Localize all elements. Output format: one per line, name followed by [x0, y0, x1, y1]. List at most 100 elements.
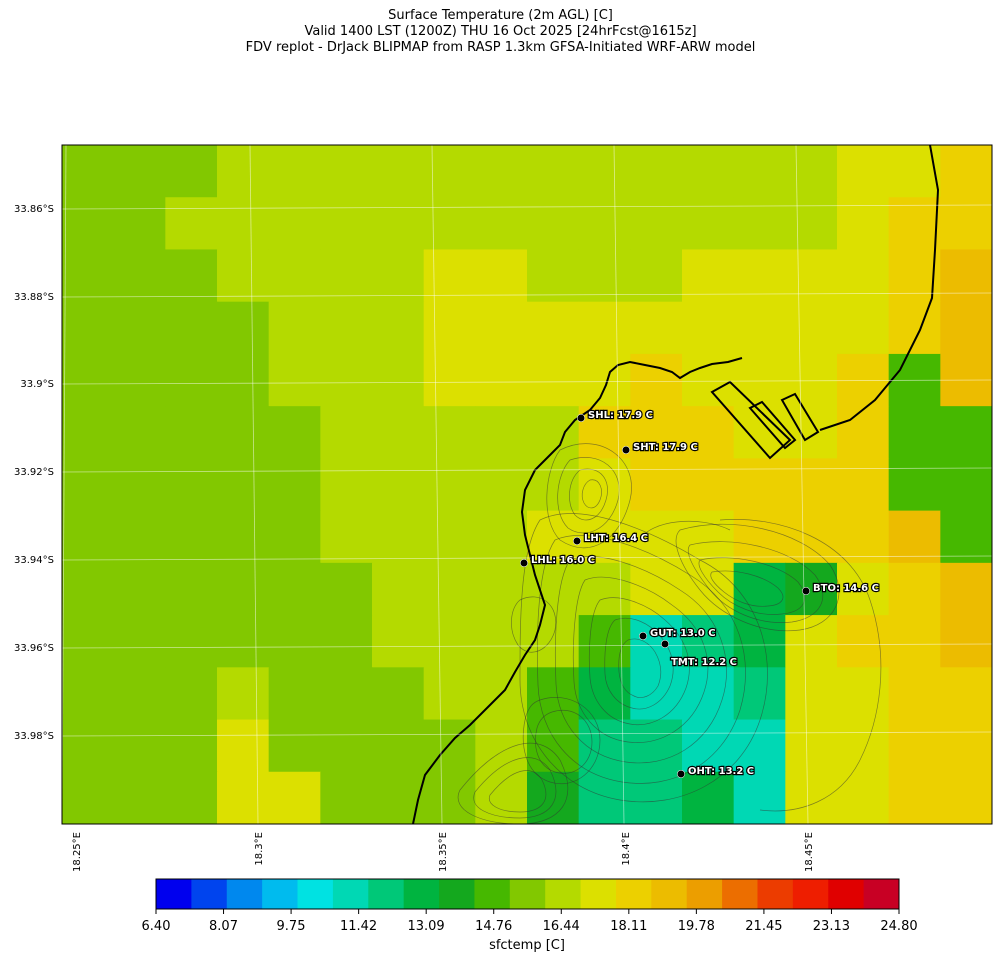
station-markers: SHL: 17.9 C SHT: 17.9 C LHT: 16.4 C LHL:…: [520, 409, 880, 778]
colorbar-tick-label: 9.75: [277, 919, 306, 934]
lat-label: 33.92°S: [14, 467, 54, 478]
temperature-cell: [785, 771, 838, 824]
temperature-cell: [320, 301, 373, 355]
temperature-cell: [268, 353, 321, 407]
temperature-cell: [527, 353, 580, 407]
temperature-cell: [423, 458, 476, 512]
temperature-cell: [527, 667, 580, 721]
temperature-cell: [423, 353, 476, 407]
temperature-cell: [372, 249, 425, 303]
station-tmt[interactable]: TMT: 12.2 C: [661, 640, 738, 669]
temperature-cell: [630, 249, 683, 303]
temperature-cell: [62, 719, 115, 773]
temperature-cell: [578, 562, 631, 616]
temperature-cell: [62, 667, 115, 721]
temperature-cell: [888, 615, 941, 668]
station-label: LHT: 16.4 C: [584, 533, 648, 544]
temperature-cell: [940, 510, 992, 564]
temperature-cell: [888, 145, 941, 198]
colorbar-swatch: [545, 879, 582, 909]
temperature-cell: [785, 510, 838, 564]
temperature-cell: [423, 145, 476, 198]
temperature-cell: [320, 353, 373, 407]
station-bto[interactable]: BTO: 14.6 C: [802, 582, 880, 595]
temperature-cell: [165, 771, 218, 824]
temperature-cell: [733, 562, 786, 616]
colorbar-swatch: [722, 879, 758, 909]
temperature-cell: [785, 249, 838, 303]
temperature-cell: [940, 615, 992, 668]
temperature-cell: [217, 458, 270, 512]
temperature-cell: [682, 406, 735, 459]
temperature-cell: [320, 719, 373, 773]
temperature-cell: [837, 301, 890, 355]
temperature-cell: [113, 771, 166, 824]
temperature-cell: [475, 353, 528, 407]
temperature-cell: [217, 562, 270, 616]
temperature-cell: [113, 353, 166, 407]
temperature-cell: [113, 615, 166, 668]
temperature-cell: [113, 145, 166, 198]
station-lhl[interactable]: LHL: 16.0 C: [520, 554, 596, 567]
temperature-cell: [630, 301, 683, 355]
temperature-cell: [165, 197, 218, 251]
temperature-cell: [888, 406, 941, 459]
station-lht[interactable]: LHT: 16.4 C: [573, 532, 649, 545]
lon-label: 18.4°E: [621, 832, 632, 866]
temperature-cell: [372, 353, 425, 407]
temperature-cell: [62, 562, 115, 616]
station-gut[interactable]: GUT: 13.0 C: [639, 627, 717, 640]
temperature-cell: [682, 667, 735, 721]
temperature-cell: [372, 458, 425, 512]
station-oht[interactable]: OHT: 13.2 C: [677, 765, 755, 778]
temperature-cell: [527, 458, 580, 512]
temperature-cell: [733, 667, 786, 721]
graticule: [62, 145, 992, 824]
colorbar: [156, 879, 900, 909]
temperature-cell: [165, 249, 218, 303]
temperature-cell: [372, 615, 425, 668]
temperature-cell: [113, 667, 166, 721]
colorbar-tick-label: 16.44: [543, 919, 580, 934]
temperature-cell: [733, 301, 786, 355]
temperature-cell: [165, 562, 218, 616]
colorbar-swatch: [757, 879, 794, 909]
temperature-cell: [62, 249, 115, 303]
temperature-cell: [578, 197, 631, 251]
station-shl[interactable]: SHL: 17.9 C: [577, 409, 654, 422]
station-label: SHT: 17.9 C: [633, 442, 698, 453]
temperature-cell: [785, 615, 838, 668]
temperature-cell: [113, 301, 166, 355]
station-sht[interactable]: SHT: 17.9 C: [622, 441, 699, 454]
temperature-cell: [682, 197, 735, 251]
colorbar-swatch: [792, 879, 829, 909]
lat-label: 33.9°S: [20, 379, 54, 390]
temperature-cell: [837, 458, 890, 512]
station-dot: [639, 632, 647, 640]
temperature-cell: [217, 510, 270, 564]
colorbar-swatch: [332, 879, 369, 909]
temperature-cell: [837, 145, 890, 198]
temperature-cell: [682, 249, 735, 303]
temperature-cell: [423, 510, 476, 564]
temperature-cell: [423, 406, 476, 459]
temperature-cell: [940, 197, 992, 251]
temperature-cell: [888, 667, 941, 721]
temperature-cell: [785, 458, 838, 512]
temperature-cell: [423, 249, 476, 303]
colorbar-swatch: [368, 879, 405, 909]
temperature-cell: [630, 353, 683, 407]
station-dot: [577, 414, 585, 422]
temperature-cell: [940, 719, 992, 773]
colorbar-swatch: [226, 879, 263, 909]
temperature-cell: [165, 510, 218, 564]
temperature-cell: [837, 771, 890, 824]
temperature-cell: [165, 719, 218, 773]
colorbar-swatch: [686, 879, 723, 909]
temperature-cell: [320, 249, 373, 303]
lon-label: 18.35°E: [438, 832, 449, 872]
temperature-cell: [372, 510, 425, 564]
station-dot: [573, 537, 581, 545]
temperature-cell: [320, 145, 373, 198]
station-dot: [802, 587, 810, 595]
